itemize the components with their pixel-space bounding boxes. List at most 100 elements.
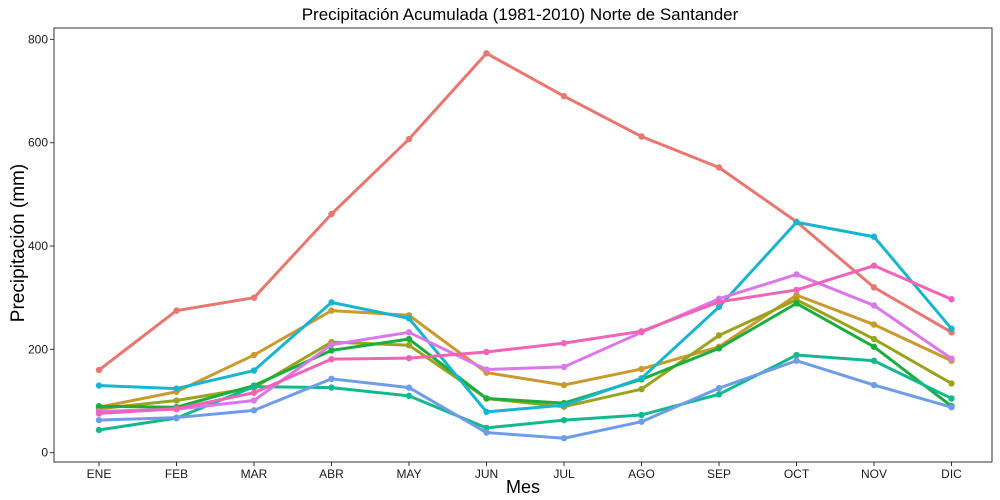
data-point [483,429,490,436]
data-point [405,135,413,143]
data-point [405,342,413,349]
data-point [948,296,955,303]
data-point [483,424,490,432]
x-tick-label: DIC [941,467,962,481]
data-point [328,299,335,306]
data-point [638,418,645,425]
data-point [870,381,878,389]
data-point [95,426,103,434]
data-point [948,404,955,411]
data-point [638,385,645,393]
data-point [328,347,335,354]
data-point [870,233,878,240]
series-9 [95,262,955,417]
series-7 [95,357,955,442]
data-point [793,286,800,294]
data-point [328,307,335,314]
data-point [95,366,103,374]
y-axis-title: Precipitación (mm) [8,164,29,322]
data-point [173,414,180,421]
y-tick-label: 400 [28,239,48,253]
series-line [97,264,953,415]
data-point [483,348,490,356]
plot-panel [53,27,993,463]
data-point [173,397,180,404]
series-8 [95,271,955,415]
data-point [560,93,568,100]
series-line [97,301,953,409]
data-point [870,357,878,364]
data-point [560,435,568,442]
x-tick-label: OCT [784,467,810,481]
y-tick-label: 0 [41,446,48,460]
y-tick-label: 600 [28,136,48,150]
x-tick-label: JUN [475,467,498,481]
data-point [870,284,878,291]
data-point [483,408,490,416]
data-point [328,384,335,391]
data-point [405,335,413,343]
series-line [97,51,953,372]
data-point [250,351,258,359]
data-point [560,363,568,371]
data-point [870,262,878,269]
data-point [715,332,723,339]
series-5 [95,351,955,434]
data-point [250,389,258,396]
data-point [405,329,413,336]
y-tick-label: 200 [28,342,48,356]
data-point [560,381,568,389]
data-point [405,354,413,362]
data-point [638,133,645,140]
y-axis: 0 200 400 600 800 [28,32,54,460]
x-tick-label: MAR [241,467,268,481]
series-line [97,359,953,440]
data-point [948,355,955,362]
data-point [405,384,413,391]
data-point [483,395,490,402]
data-point [715,384,723,392]
data-point [560,401,568,409]
x-tick-label: FEB [165,467,188,481]
x-tick-label: SEP [707,467,731,481]
series-layer [95,50,955,442]
data-point [250,294,258,301]
data-point [870,335,878,343]
data-point [250,397,258,404]
data-point [793,357,800,364]
data-point [328,375,335,383]
x-axis: ENE FEB MAR ABR MAY JUN JUL AGO SEP OCT NOV DIC [87,462,962,481]
x-axis-title: Mes [506,477,540,497]
data-point [250,407,258,414]
data-point [715,345,723,352]
data-point [948,325,955,332]
data-point [405,315,413,322]
data-point [870,302,878,309]
data-point [793,291,800,299]
series-line [97,220,953,414]
data-point [715,298,723,306]
y-tick-label: 800 [28,32,48,46]
x-tick-label: ENE [87,467,112,481]
series-line [97,293,953,409]
data-point [793,271,800,278]
chart-title: Precipitación Acumulada (1981-2010) Nort… [302,5,739,24]
data-point [870,321,878,328]
data-point [328,210,335,218]
data-point [328,355,335,363]
series-line [97,353,953,432]
x-tick-label: ABR [319,467,344,481]
x-tick-label: MAY [396,467,421,481]
data-point [948,380,955,387]
data-point [250,367,258,374]
data-point [638,365,645,373]
data-point [638,411,645,419]
plot-area: 0 200 400 600 800 ENE FEB MAR ABR MAY JUN JUL AGO SE… [28,27,993,481]
data-point [793,219,800,226]
data-point [870,343,878,350]
data-point [328,341,335,348]
data-point [793,300,800,307]
series-line [97,272,953,413]
data-point [173,405,180,412]
